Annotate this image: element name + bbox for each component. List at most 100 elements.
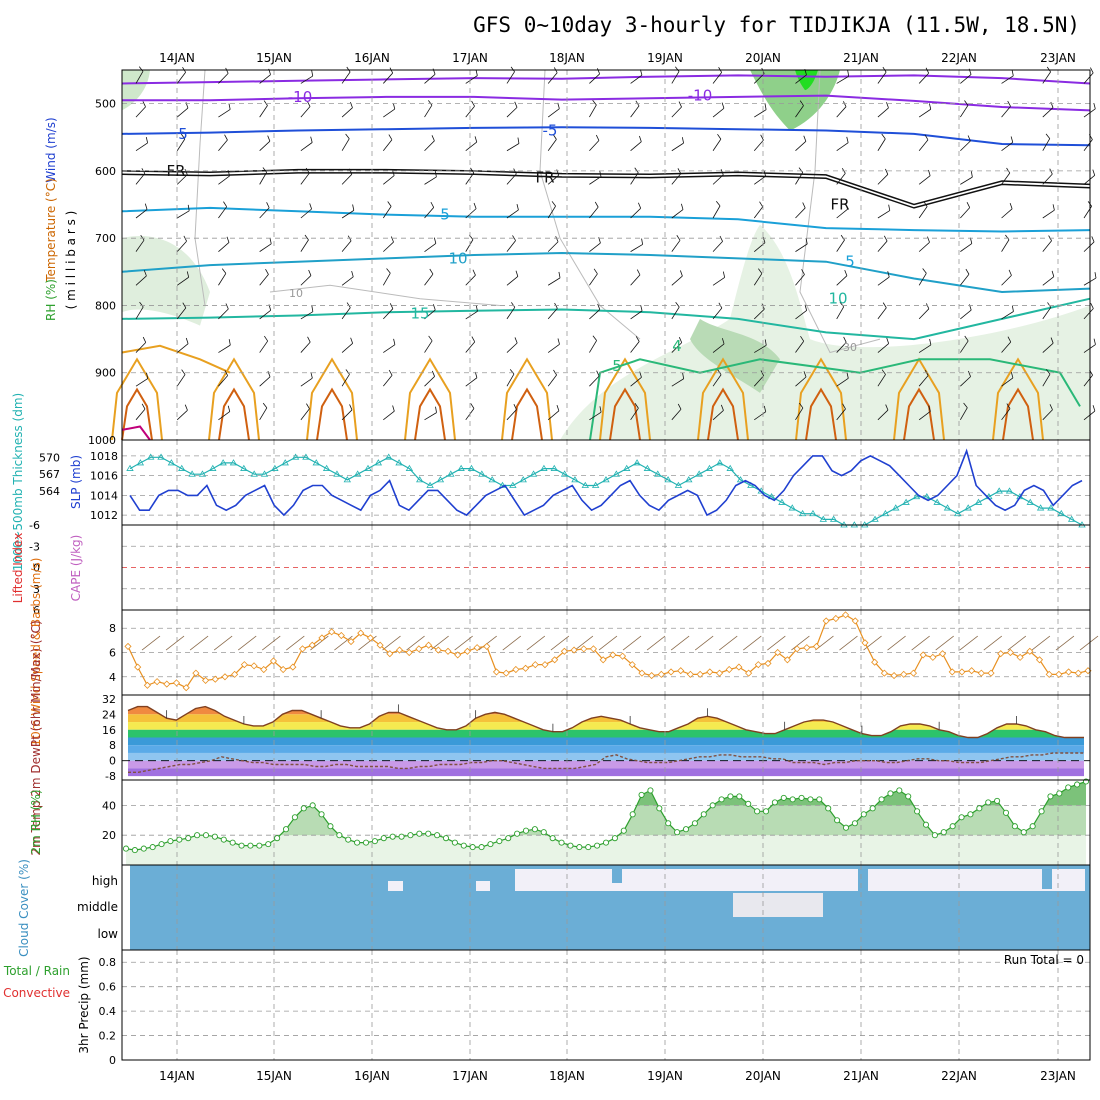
wind-barb bbox=[556, 405, 560, 411]
wind-speed-point bbox=[269, 657, 278, 665]
wind-barb bbox=[218, 109, 231, 118]
rh-point bbox=[665, 820, 672, 827]
precip-tick: 0.6 bbox=[99, 981, 117, 994]
wind-barb bbox=[227, 170, 231, 177]
wind-barb bbox=[1010, 136, 1014, 143]
thickness-point bbox=[550, 464, 558, 471]
wind-barb bbox=[176, 307, 187, 320]
wind-barb bbox=[547, 108, 560, 118]
wind-speed-point bbox=[560, 647, 568, 655]
wind-speed-point bbox=[134, 663, 142, 671]
wind-speed-point bbox=[735, 663, 743, 671]
wind-barb bbox=[1001, 341, 1012, 353]
wind-barb bbox=[141, 403, 146, 410]
wind-speed-point bbox=[337, 631, 345, 640]
wind-barb bbox=[506, 173, 517, 185]
thickness-point bbox=[788, 504, 796, 511]
wind-barb bbox=[722, 271, 726, 278]
wind-barb bbox=[475, 305, 478, 312]
wind-barb bbox=[877, 409, 889, 421]
wind-barb bbox=[465, 274, 476, 286]
date-label-bottom: 19JAN bbox=[647, 1069, 683, 1083]
date-label-top: 15JAN bbox=[256, 51, 292, 65]
precip-tick: 0.8 bbox=[99, 956, 117, 969]
wind-barb bbox=[1001, 172, 1011, 185]
wind-barb bbox=[176, 343, 189, 353]
wind-barb bbox=[300, 239, 309, 252]
wind-barb bbox=[960, 243, 973, 252]
wind-barb bbox=[547, 410, 560, 421]
wind-barb bbox=[918, 375, 929, 387]
rh-point bbox=[416, 830, 423, 837]
rh-point bbox=[407, 832, 414, 839]
wind-speed-point bbox=[289, 663, 297, 671]
rh-ylabel: 2m RH (%) bbox=[29, 789, 43, 854]
warm-contour bbox=[795, 357, 847, 441]
thickness-point bbox=[271, 464, 279, 471]
wind-barb bbox=[798, 402, 804, 409]
wind-barb bbox=[960, 176, 973, 185]
surface-wind-barb bbox=[1031, 635, 1051, 651]
cloud-high-patch bbox=[1042, 869, 1052, 889]
wind-speed-point bbox=[706, 668, 714, 676]
rh-point bbox=[1020, 829, 1027, 836]
thickness-point bbox=[364, 464, 372, 471]
date-label-top: 16JAN bbox=[354, 51, 390, 65]
wind-barb bbox=[305, 167, 310, 174]
wind-speed-point bbox=[328, 628, 336, 636]
wind-barb bbox=[1042, 209, 1055, 219]
wind-speed-point bbox=[609, 651, 617, 659]
warm-contour bbox=[121, 387, 153, 441]
rh-point bbox=[389, 833, 396, 840]
wind-barb bbox=[506, 373, 515, 387]
wind-barb bbox=[630, 407, 639, 421]
wind-barb bbox=[928, 169, 931, 176]
wind-barb bbox=[597, 303, 601, 310]
surface-wind-barb bbox=[646, 635, 666, 651]
wind-barb bbox=[176, 72, 186, 84]
temp-band bbox=[128, 729, 1084, 738]
wind-speed-point bbox=[405, 648, 413, 657]
wind-barb bbox=[918, 344, 932, 353]
temp-band bbox=[128, 722, 1084, 730]
wind-barb bbox=[634, 403, 639, 409]
wind-barb bbox=[349, 101, 353, 108]
rh-point bbox=[1002, 809, 1010, 816]
wind-barb bbox=[310, 372, 313, 379]
wind-barb bbox=[263, 100, 268, 106]
wind-barb bbox=[185, 337, 189, 344]
wind-speed-point bbox=[812, 642, 821, 650]
wind-barb bbox=[676, 235, 681, 241]
rh-point bbox=[300, 805, 307, 812]
wind-barb bbox=[472, 269, 476, 276]
wind-barb bbox=[1042, 173, 1053, 185]
thickness-point bbox=[291, 453, 300, 460]
surface-wind-barb bbox=[694, 635, 714, 651]
rh-point bbox=[460, 842, 467, 849]
wind-barb bbox=[135, 239, 145, 252]
date-label-top: 14JAN bbox=[159, 51, 195, 65]
wind-barb bbox=[845, 203, 848, 210]
slp-tick: 1016 bbox=[90, 470, 118, 483]
rh-point bbox=[362, 839, 370, 846]
wind-barb bbox=[1083, 308, 1094, 320]
wind-speed-point bbox=[1045, 670, 1053, 678]
wind-speed-point bbox=[463, 647, 471, 655]
cloud-mid-clear bbox=[733, 893, 823, 917]
wind-barb bbox=[964, 335, 969, 342]
wind-barb bbox=[1011, 305, 1014, 312]
wind-barb bbox=[1083, 374, 1093, 387]
date-label-bottom: 18JAN bbox=[549, 1069, 585, 1083]
rh-point bbox=[202, 832, 210, 839]
wind-barb bbox=[135, 142, 148, 152]
wind-barb bbox=[598, 237, 601, 244]
wind-barb bbox=[842, 403, 846, 410]
contour-label: 10 bbox=[448, 249, 467, 267]
wind-barb bbox=[307, 336, 311, 343]
wind-barb bbox=[886, 102, 889, 109]
wind-barb bbox=[966, 202, 971, 208]
thickness-point bbox=[136, 459, 145, 466]
wind-barb bbox=[259, 74, 271, 84]
wind-barb bbox=[1049, 168, 1053, 175]
